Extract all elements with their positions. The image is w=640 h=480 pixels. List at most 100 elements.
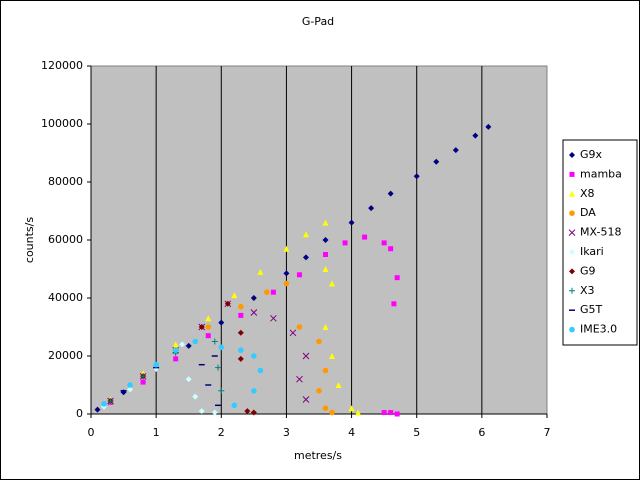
point	[237, 355, 244, 362]
point	[368, 205, 375, 212]
legend-label: Ikari	[580, 245, 604, 258]
point	[94, 406, 101, 413]
y-axis-label: counts/s	[23, 217, 36, 263]
legend-marker	[569, 152, 575, 158]
point	[433, 158, 440, 165]
point	[185, 342, 192, 349]
point	[218, 319, 225, 326]
x-tick-label: 7	[544, 426, 551, 439]
point	[270, 314, 277, 322]
point	[153, 361, 159, 368]
point	[179, 341, 186, 348]
legend-label: X8	[580, 187, 595, 200]
point	[381, 410, 387, 416]
legend-label: G5T	[580, 303, 603, 316]
x-tick-label: 3	[283, 426, 290, 439]
point	[218, 344, 225, 351]
point	[251, 353, 257, 359]
point	[211, 409, 218, 416]
point	[322, 219, 329, 226]
point	[322, 266, 329, 272]
point	[388, 410, 394, 416]
point	[302, 396, 310, 403]
chart-title: G-Pad	[302, 15, 334, 28]
x-tick-label: 6	[478, 426, 485, 439]
point	[173, 356, 179, 362]
point	[342, 240, 348, 246]
y-tick-label: 20000	[48, 349, 83, 362]
point	[244, 408, 251, 415]
point	[192, 393, 199, 400]
point	[205, 315, 212, 322]
point	[224, 300, 231, 307]
point	[270, 289, 276, 295]
x-tick-label: 2	[218, 426, 225, 439]
point	[296, 375, 303, 383]
point	[302, 352, 310, 360]
point	[322, 324, 329, 330]
y-tick-label: 80000	[48, 175, 83, 188]
y-tick-label: 100000	[41, 117, 83, 130]
legend-marker	[569, 171, 575, 177]
point	[348, 219, 355, 226]
point	[302, 231, 309, 238]
legend-marker	[569, 326, 575, 333]
point	[362, 234, 368, 240]
point	[172, 341, 179, 348]
point	[283, 245, 290, 252]
point	[101, 401, 107, 407]
point	[296, 272, 302, 278]
point	[381, 240, 387, 246]
point	[394, 275, 400, 281]
legend-label: G9x	[580, 148, 603, 161]
point	[231, 402, 238, 409]
point	[192, 338, 199, 345]
point	[215, 364, 222, 371]
point	[257, 268, 264, 275]
legend-label: X3	[580, 284, 595, 297]
legend-label: mamba	[580, 167, 622, 180]
legend-marker	[569, 287, 575, 294]
legend-marker	[569, 190, 575, 197]
legend-label: MX-518	[580, 226, 621, 239]
point	[231, 292, 238, 299]
point	[237, 329, 244, 336]
point	[140, 379, 146, 385]
x-tick-label: 0	[88, 426, 95, 439]
point	[172, 347, 179, 354]
point	[238, 312, 244, 318]
point	[283, 280, 290, 287]
legend-label: DA	[580, 206, 596, 219]
legend-label: IME3.0	[580, 323, 617, 336]
point	[316, 338, 322, 345]
point	[238, 303, 244, 310]
point	[211, 338, 218, 345]
point	[322, 367, 329, 374]
point	[198, 324, 205, 330]
point	[472, 132, 479, 139]
point	[127, 386, 134, 393]
legend-marker	[569, 268, 575, 275]
point	[394, 411, 400, 417]
point	[218, 387, 225, 394]
point	[107, 397, 114, 404]
point	[302, 254, 309, 261]
point	[251, 388, 257, 394]
point	[257, 367, 264, 374]
point	[388, 246, 394, 252]
point	[316, 388, 322, 394]
point	[296, 324, 303, 330]
point	[452, 147, 459, 154]
point	[238, 347, 244, 354]
point	[205, 324, 212, 330]
point	[250, 295, 257, 301]
point	[264, 289, 270, 296]
point	[205, 333, 211, 339]
legend-label: G9	[580, 264, 596, 277]
y-tick-label: 40000	[48, 291, 83, 304]
point	[391, 301, 397, 307]
point	[250, 309, 258, 316]
point	[329, 409, 335, 416]
point	[322, 405, 329, 412]
